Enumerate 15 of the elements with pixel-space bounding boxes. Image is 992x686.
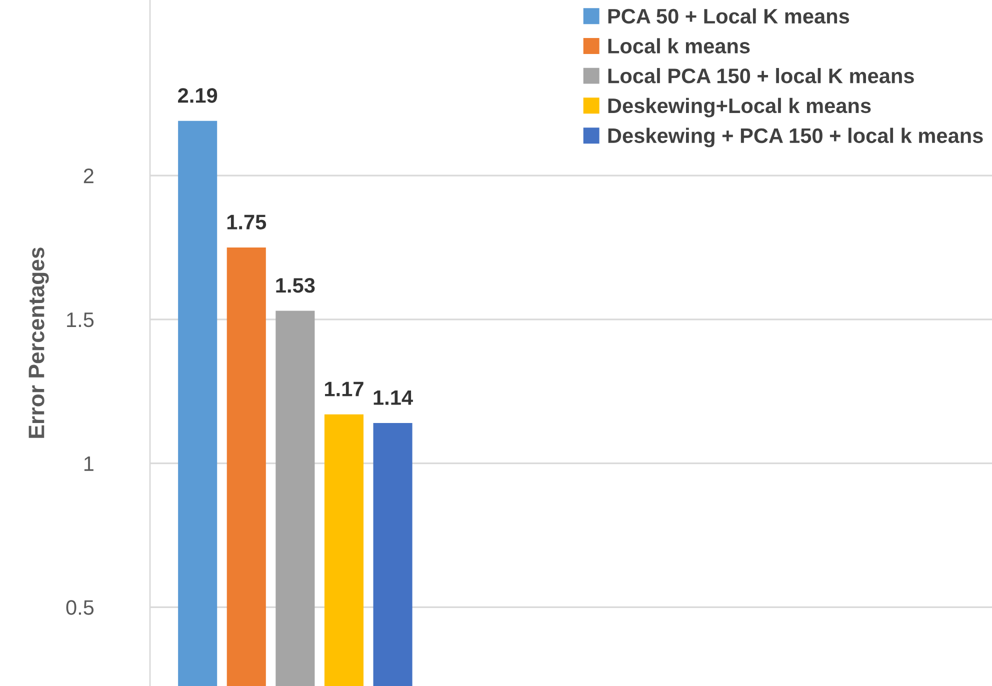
legend-label: Deskewing + PCA 150 + local k means [608, 128, 983, 148]
y-tick-label: 1.5 [67, 312, 94, 328]
legend-label: Deskewing+Local k means [608, 98, 871, 118]
y-tick-label: 1 [84, 456, 94, 471]
y-axis-title: Error Percentages [28, 248, 49, 438]
y-tick-label: 0.5 [66, 600, 94, 615]
data-label: 1.17 [325, 382, 364, 396]
y-tick-label: 2 [84, 168, 94, 184]
data-label: 1.75 [227, 214, 266, 230]
legend-label: Local PCA 150 + local K means [608, 68, 914, 84]
legend-label: Local k means [608, 38, 750, 54]
legend-label: PCA 50 + Local K means [608, 8, 850, 24]
data-label: 1.14 [374, 390, 413, 405]
data-label: 1.53 [276, 278, 315, 293]
data-label: 2.19 [178, 88, 218, 103]
